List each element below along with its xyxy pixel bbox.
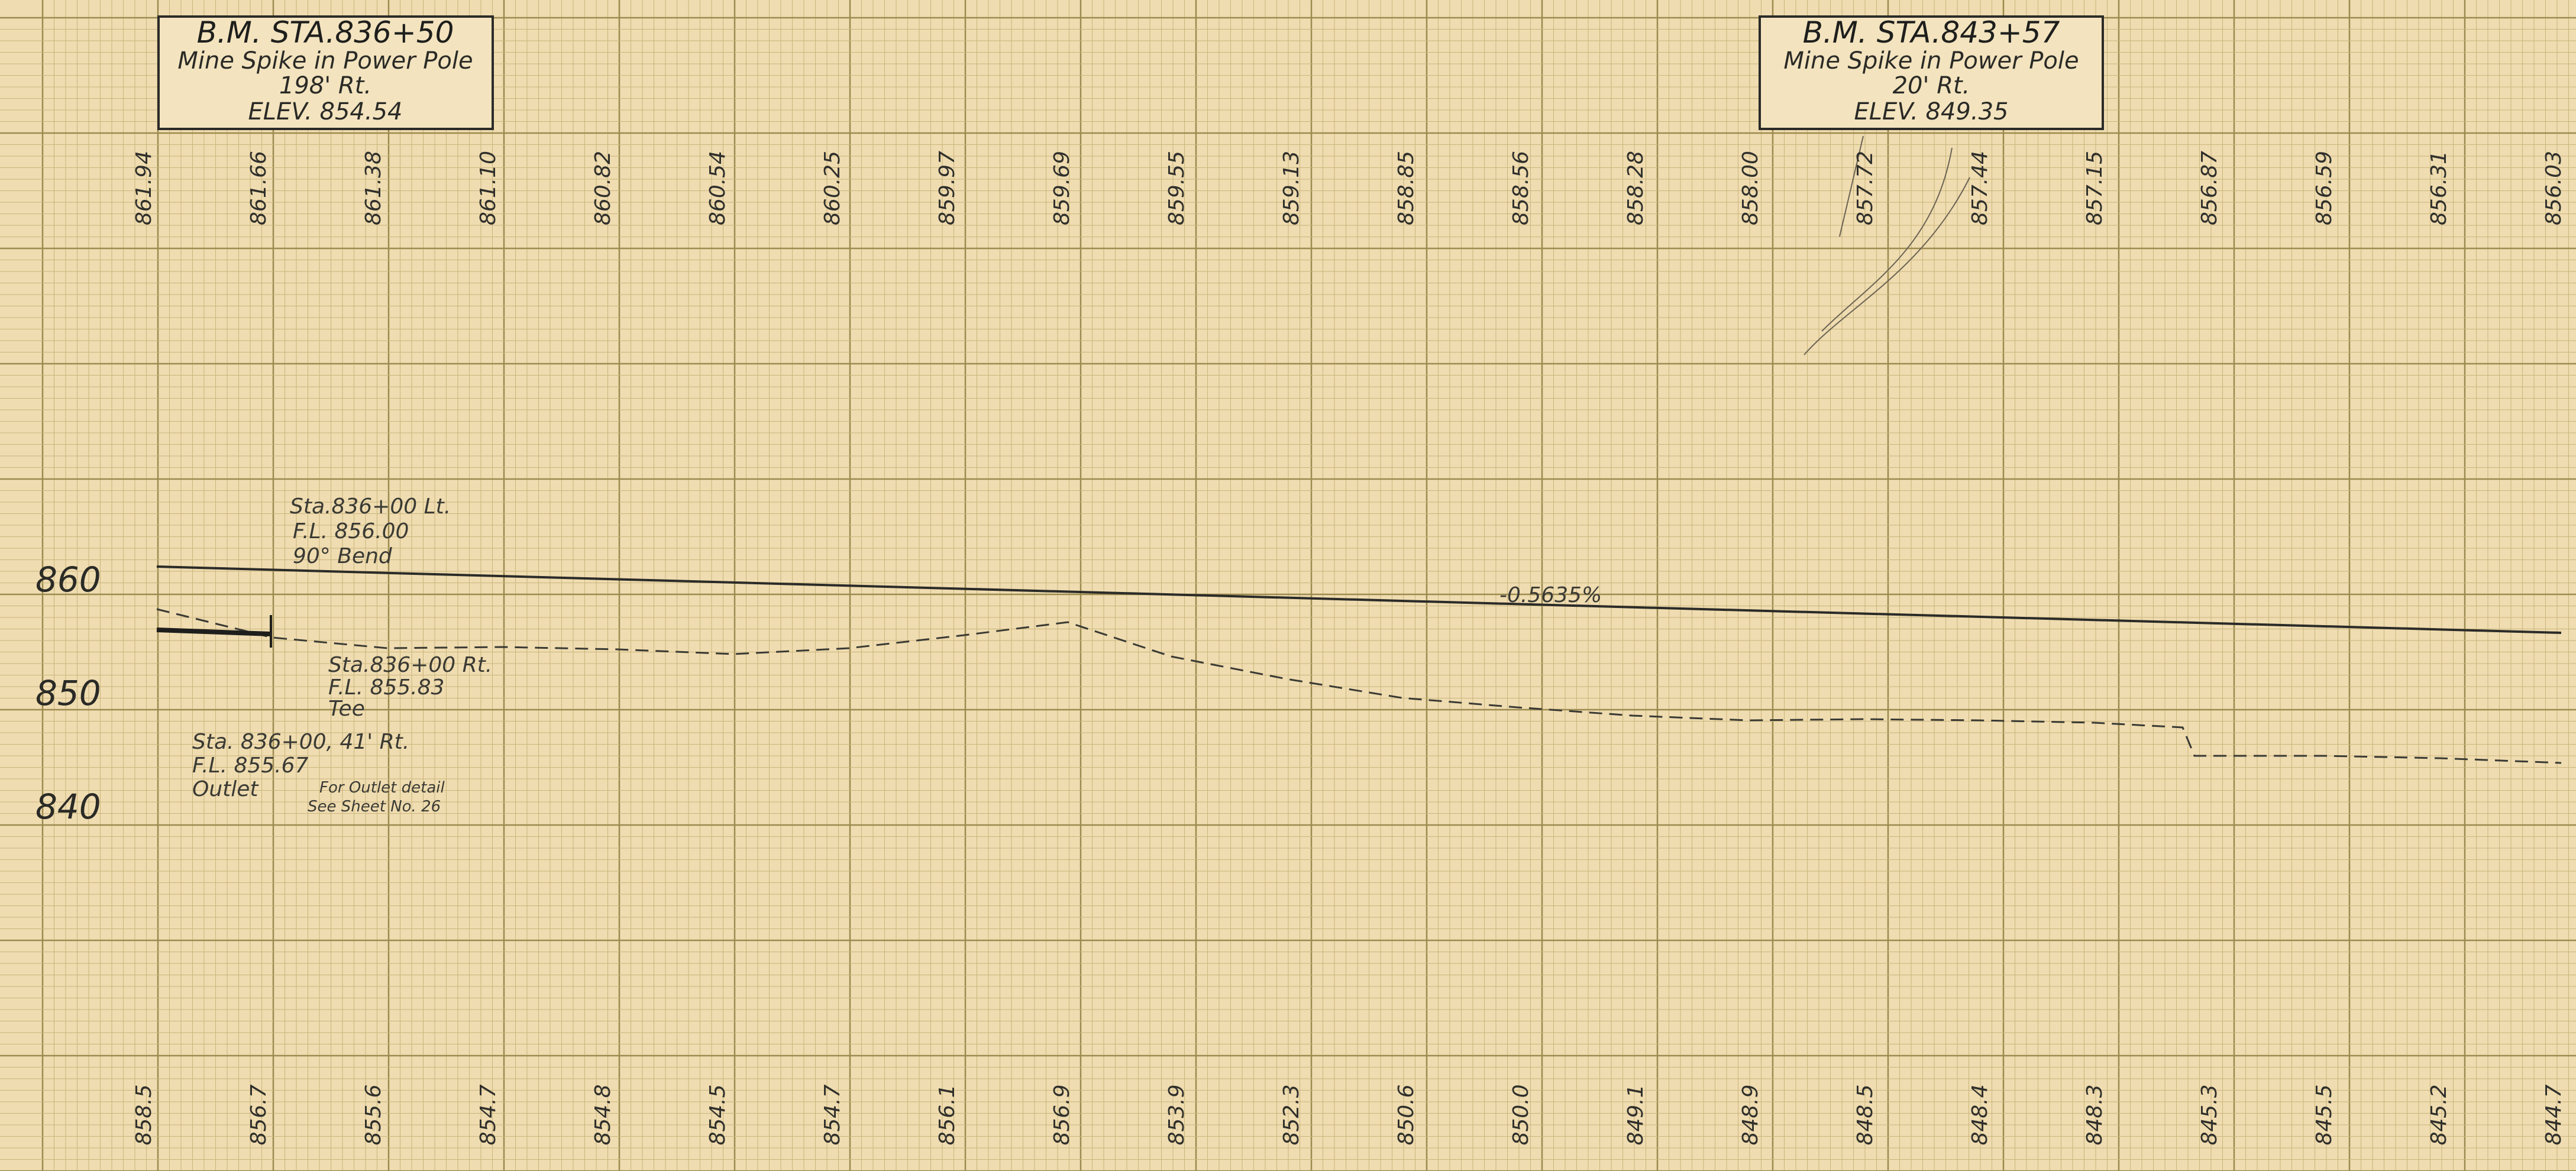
elevation-axis: 860 850 840	[35, 559, 101, 827]
outlet-detail-note: See Sheet No. 26	[308, 798, 441, 816]
note-line: 90° Bend	[293, 544, 393, 568]
bottom-elevation-label: 845.2	[2427, 1084, 2451, 1145]
note-line: Sta.836+00 Lt.	[290, 494, 451, 519]
top-elevations: 861.94 861.66 861.38 861.10 860.82 860.54 860.…	[132, 151, 2566, 225]
bottom-elevation-label: 858.5	[132, 1084, 156, 1145]
benchmark-offset: 198' Rt.	[279, 72, 371, 99]
bottom-elevation-label: 850.0	[1509, 1084, 1533, 1145]
top-elevation-label: 859.55	[1165, 151, 1189, 225]
top-elevation-label: 856.59	[2312, 151, 2336, 225]
note-line: F.L. 855.83	[328, 675, 444, 700]
note-outlet: Sta. 836+00, 41' Rt. F.L. 855.67 Outlet …	[192, 730, 445, 816]
top-elevation-label: 860.54	[706, 151, 730, 225]
bottom-elevation-label: 844.7	[2542, 1084, 2566, 1145]
note-bend: Sta.836+00 Lt. F.L. 856.00 90° Bend	[290, 494, 451, 568]
bottom-elevation-label: 854.7	[476, 1084, 500, 1145]
bottom-elevation-label: 845.5	[2312, 1084, 2336, 1145]
top-elevation-label: 857.15	[2083, 151, 2107, 225]
bottom-elevation-label: 848.9	[1738, 1084, 1763, 1145]
top-elevation-label: 859.13	[1279, 151, 1304, 225]
top-elevation-label: 861.66	[247, 151, 271, 225]
bottom-elevation-label: 854.8	[591, 1084, 615, 1145]
bottom-elevation-label: 852.3	[1279, 1084, 1304, 1145]
top-elevation-label: 858.56	[1509, 151, 1533, 225]
bottom-elevation-label: 853.9	[1165, 1084, 1189, 1145]
bottom-elevation-label: 856.7	[247, 1084, 271, 1145]
benchmark-offset: 20' Rt.	[1893, 72, 1970, 99]
bottom-elevation-label: 848.3	[2083, 1084, 2107, 1145]
top-elevation-label: 858.00	[1738, 151, 1763, 225]
top-elevation-label: 856.03	[2542, 151, 2566, 225]
bottom-elevations: 858.5 856.7 855.6 854.7 854.8 854.5 854.7 856.1…	[132, 1084, 2566, 1145]
axis-label-860: 860	[35, 559, 101, 600]
bottom-elevation-label: 856.9	[1050, 1084, 1074, 1145]
top-elevation-label: 860.25	[820, 151, 845, 225]
benchmark-elev: ELEV. 854.54	[248, 98, 403, 125]
note-line: Sta. 836+00, 41' Rt.	[192, 730, 409, 754]
bottom-elevation-label: 850.6	[1394, 1084, 1418, 1145]
top-elevation-label: 861.10	[476, 151, 500, 225]
note-line: Outlet	[192, 777, 259, 801]
bottom-elevation-label: 848.4	[1968, 1084, 1992, 1145]
top-elevation-label: 856.87	[2197, 151, 2222, 225]
bottom-elevation-label: 845.3	[2197, 1084, 2222, 1145]
benchmark-elev: ELEV. 849.35	[1854, 98, 2009, 125]
note-line: Sta.836+00 Rt.	[328, 653, 492, 677]
outlet-detail-note: For Outlet detail	[319, 779, 445, 797]
top-elevation-label: 856.31	[2427, 151, 2451, 225]
profile-lines	[156, 135, 2562, 764]
pipe-segment	[156, 627, 272, 636]
benchmark-box-1: B.M. STA.836+50 Mine Spike in Power Pole…	[157, 15, 494, 130]
top-elevation-label: 861.38	[361, 151, 386, 225]
bottom-elevation-label: 855.6	[361, 1084, 386, 1145]
benchmark-title: B.M. STA.843+57	[1803, 15, 2060, 50]
top-elevation-label: 860.82	[591, 151, 615, 225]
bottom-elevation-label: 854.7	[820, 1084, 845, 1145]
ground-line	[156, 608, 2562, 764]
bottom-elevation-label: 854.5	[706, 1084, 730, 1145]
axis-label-850: 850	[35, 673, 101, 713]
top-elevation-label: 857.72	[1853, 151, 1877, 225]
bottom-elevation-label: 849.1	[1624, 1084, 1648, 1145]
top-elevation-label: 858.28	[1624, 151, 1648, 225]
design-grade-line	[156, 565, 2562, 634]
top-elevation-label: 859.97	[935, 151, 959, 225]
grade-label: -0.5635%	[1499, 583, 1602, 607]
benchmark-desc: Mine Spike in Power Pole	[1783, 47, 2079, 75]
bottom-elevation-label: 848.5	[1853, 1084, 1877, 1145]
note-line: F.L. 856.00	[293, 519, 409, 544]
top-elevation-label: 861.94	[132, 151, 156, 225]
top-elevation-label: 857.44	[1968, 151, 1992, 225]
note-line: F.L. 855.67	[192, 753, 309, 778]
note-line: Tee	[328, 697, 365, 721]
benchmark-title: B.M. STA.836+50	[197, 15, 454, 50]
benchmark-desc: Mine Spike in Power Pole	[177, 47, 473, 75]
top-elevation-label: 858.85	[1394, 151, 1418, 225]
benchmark-box-2: B.M. STA.843+57 Mine Spike in Power Pole…	[1759, 15, 2104, 130]
top-elevation-label: 859.69	[1050, 151, 1074, 225]
bottom-elevation-label: 856.1	[935, 1084, 959, 1145]
axis-label-840: 840	[35, 787, 101, 827]
note-tee: Sta.836+00 Rt. F.L. 855.83 Tee	[328, 653, 492, 721]
pencil-sketch	[1803, 135, 1970, 355]
